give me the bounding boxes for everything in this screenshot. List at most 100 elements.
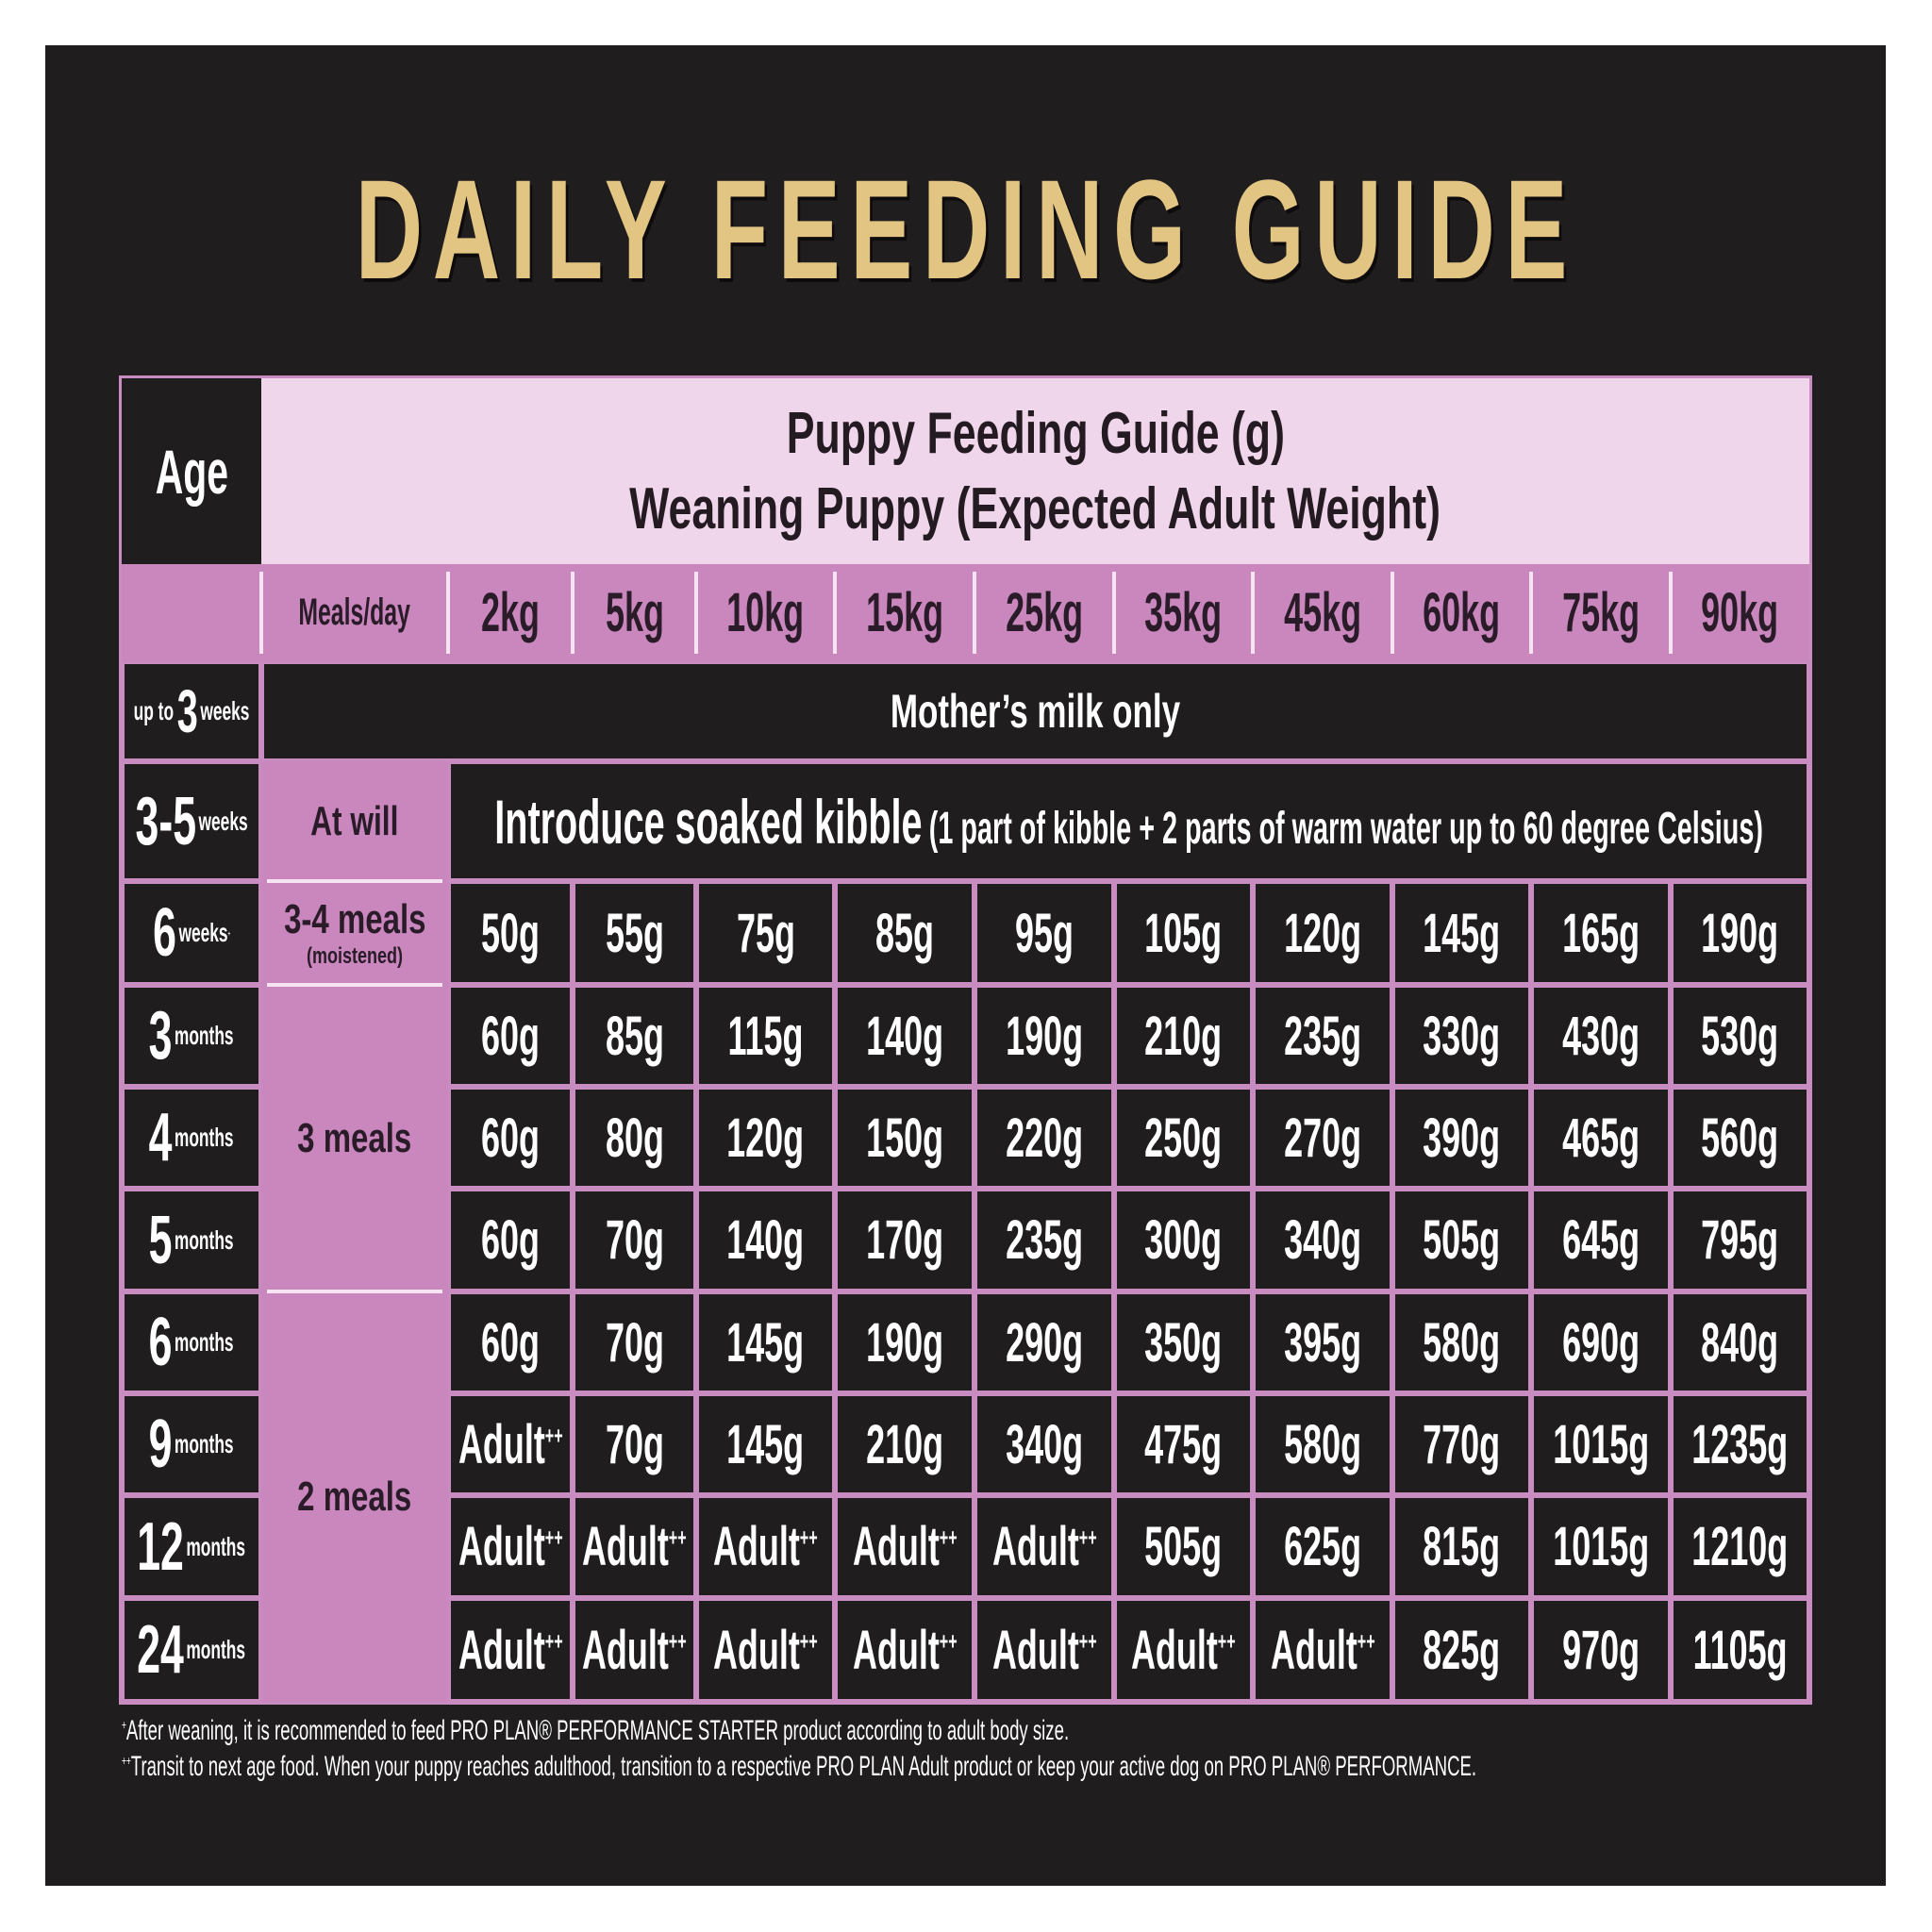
amount-cell: Adult++: [835, 1495, 974, 1598]
header-divider: [1669, 572, 1673, 654]
amount-cell: 150g: [835, 1087, 974, 1189]
amount-cell: 530g: [1671, 985, 1809, 1087]
amount-value: 60g: [481, 1209, 540, 1271]
amount-cell: Adult++: [573, 1495, 696, 1598]
footnote-1-text: After weaning, it is recommended to feed…: [125, 1715, 1070, 1746]
age-label: 6 months: [149, 1308, 234, 1376]
amount-value: 770g: [1423, 1413, 1501, 1475]
weight-header-label: 5kg: [605, 582, 664, 643]
amount-value: 190g: [1701, 902, 1779, 964]
adult-food-marker: Adult++: [458, 1413, 563, 1475]
footnote-1: +After weaning, it is recommended to fee…: [122, 1715, 1069, 1747]
age-cell: 9 months: [122, 1393, 261, 1495]
amount-cell: 190g: [1671, 881, 1809, 985]
amount-cell: 140g: [835, 985, 974, 1087]
age-label: 4 months: [149, 1104, 234, 1172]
weight-header-2kg: 2kg: [448, 564, 573, 661]
amount-cell: 190g: [974, 985, 1114, 1087]
weight-header-5kg: 5kg: [573, 564, 696, 661]
meals-per-day-label: Meals/day: [298, 591, 411, 633]
mothers-milk-cell: Mother’s milk only: [261, 661, 1809, 761]
amount-cell: 210g: [1114, 985, 1253, 1087]
age-number: 4: [149, 1100, 173, 1175]
amount-cell: 580g: [1392, 1291, 1531, 1393]
age-label: 24 months: [138, 1616, 246, 1684]
amount-value: 220g: [1006, 1107, 1083, 1169]
amount-cell: 840g: [1671, 1291, 1809, 1393]
amount-cell: 795g: [1671, 1189, 1809, 1291]
amount-cell: Adult++: [448, 1495, 573, 1598]
amount-value: 165g: [1562, 902, 1640, 964]
amount-value: 70g: [605, 1209, 664, 1271]
age-unit: weeks: [178, 918, 228, 947]
amount-cell: Adult++: [448, 1598, 573, 1702]
amount-cell: 1015g: [1531, 1495, 1671, 1598]
amount-value: 95g: [1015, 902, 1074, 964]
amount-value: 645g: [1562, 1209, 1640, 1271]
amount-cell: 815g: [1392, 1495, 1531, 1598]
age-number: 3: [176, 677, 198, 745]
amount-value: 340g: [1284, 1209, 1361, 1271]
amount-cell: 85g: [835, 881, 974, 985]
weight-header-25kg: 25kg: [974, 564, 1114, 661]
amount-cell: 85g: [573, 985, 696, 1087]
amount-cell: 140g: [696, 1189, 835, 1291]
age-unit: months: [175, 1327, 234, 1357]
age-number: 12: [137, 1508, 185, 1585]
amount-value: 465g: [1562, 1107, 1640, 1169]
amount-cell: 560g: [1671, 1087, 1809, 1189]
amount-value: 150g: [866, 1107, 943, 1169]
age-prefix: up to: [133, 696, 175, 725]
amount-cell: 340g: [1253, 1189, 1392, 1291]
amount-value: 190g: [866, 1311, 943, 1374]
amount-cell: 505g: [1114, 1495, 1253, 1598]
amount-cell: 300g: [1114, 1189, 1253, 1291]
amount-value: 145g: [726, 1311, 805, 1374]
age-label: 9 months: [149, 1410, 234, 1478]
age-header-cell: Age: [122, 378, 261, 564]
adult-footnote-marker: ++: [939, 1523, 958, 1552]
age-cell: 4 months: [122, 1087, 261, 1189]
amount-cell: 1105g: [1671, 1598, 1809, 1702]
adult-food-marker: Adult++: [713, 1516, 818, 1577]
meals-at-will-label: At will: [310, 797, 399, 844]
adult-footnote-marker: ++: [668, 1626, 687, 1656]
amount-cell: 210g: [835, 1393, 974, 1495]
amount-cell: 120g: [696, 1087, 835, 1189]
amount-cell: Adult++: [1114, 1598, 1253, 1702]
amount-value: 390g: [1423, 1107, 1501, 1169]
amount-value: 1235g: [1691, 1413, 1789, 1475]
adult-footnote-marker: ++: [799, 1523, 818, 1552]
adult-food-marker: Adult++: [1131, 1619, 1236, 1681]
introduce-kibble-text: Introduce soaked kibble (1 part of kibble…: [494, 786, 1763, 858]
amount-value: 105g: [1144, 902, 1223, 964]
amount-value: 580g: [1284, 1413, 1361, 1475]
age-label: 12 months: [138, 1513, 246, 1581]
amount-cell: Adult++: [974, 1598, 1114, 1702]
age-footnote-marker: +: [227, 928, 231, 938]
header-divider: [571, 572, 575, 654]
amount-cell: Adult++: [1253, 1598, 1392, 1702]
adult-food-marker: Adult++: [852, 1619, 958, 1681]
amount-cell: 80g: [573, 1087, 696, 1189]
footnote-2: ++Transit to next age food. When your pu…: [122, 1751, 1476, 1783]
amount-value: 145g: [1423, 902, 1501, 964]
age-label: 3-5 weeks: [135, 788, 247, 856]
amount-cell: Adult++: [974, 1495, 1114, 1598]
amount-cell: 120g: [1253, 881, 1392, 985]
weight-header-35kg: 35kg: [1114, 564, 1253, 661]
amount-cell: 145g: [1392, 881, 1531, 985]
amount-cell: 1235g: [1671, 1393, 1809, 1495]
meals-3-4-cell: 3-4 meals (moistened): [261, 881, 448, 985]
adult-footnote-marker: ++: [544, 1626, 563, 1656]
age-unit: months: [186, 1635, 246, 1664]
age-cell: 3-5 weeks: [122, 761, 261, 881]
amount-value: 395g: [1284, 1311, 1361, 1374]
age-header: Age: [155, 436, 228, 507]
amount-cell: 235g: [1253, 985, 1392, 1087]
adult-food-marker: Adult++: [991, 1619, 1097, 1681]
weight-header-45kg: 45kg: [1253, 564, 1392, 661]
amount-cell: 60g: [448, 985, 573, 1087]
age-number: 5: [149, 1202, 173, 1278]
amount-value: 290g: [1006, 1311, 1083, 1374]
